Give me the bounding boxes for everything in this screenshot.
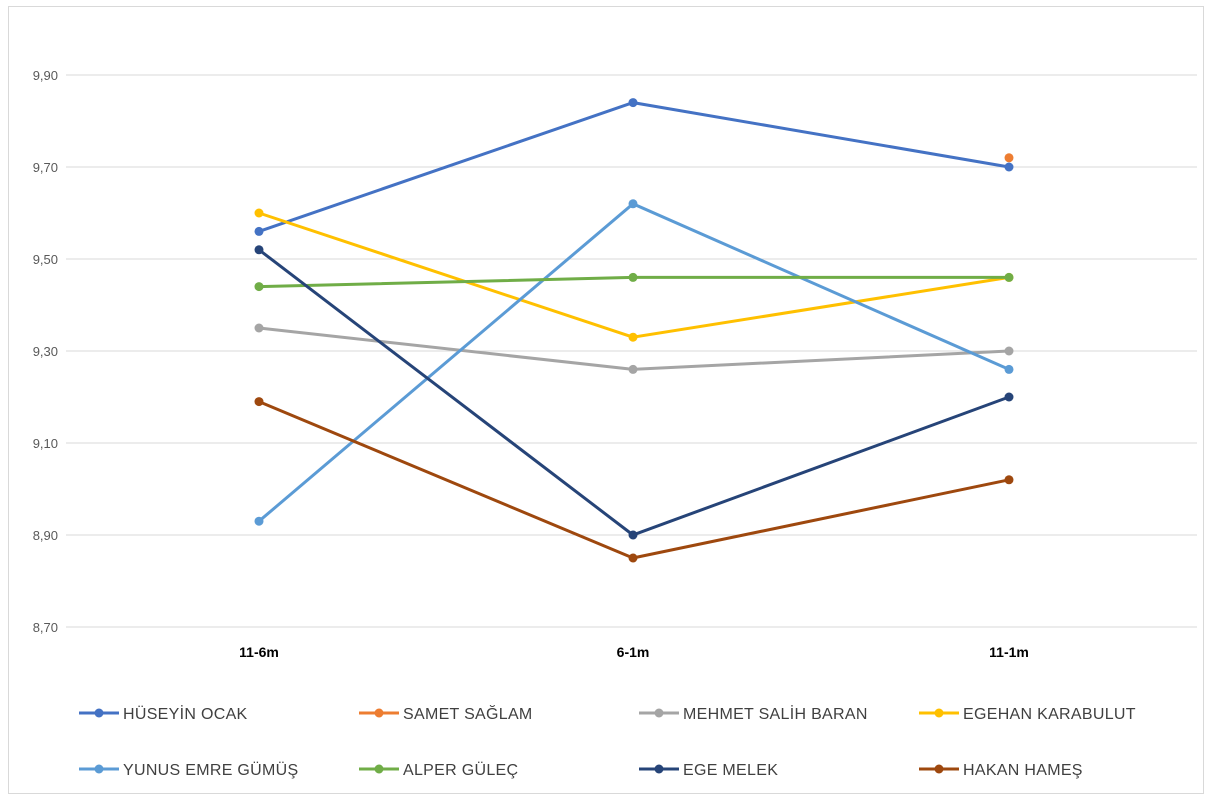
- series-1: [1004, 153, 1014, 163]
- legend-label: EGE MELEK: [683, 762, 778, 779]
- y-tick-label: 9,90: [33, 68, 58, 83]
- data-point: [628, 364, 638, 374]
- y-axis-tick-labels: 8,70 8,90 9,10 9,30 9,50 9,70 9,90: [33, 68, 58, 635]
- data-point: [1004, 162, 1014, 172]
- x-tick-label: 11-1m: [989, 644, 1029, 660]
- series-7: [254, 397, 1014, 563]
- y-tick-label: 8,90: [33, 528, 58, 543]
- legend-item: SAMET SAĞLAM: [359, 704, 533, 723]
- line-chart: 8,708,909,109,309,509,709,90 11-6m 6-1m 11…: [33, 68, 1197, 779]
- y-tick-label: 8,70: [33, 620, 58, 635]
- legend-marker: [934, 764, 944, 774]
- legend-item: HAKAN HAMEŞ: [919, 762, 1083, 779]
- legend-marker: [94, 708, 104, 718]
- legend-item: EGE MELEK: [639, 762, 778, 779]
- series-6: [254, 245, 1014, 540]
- legend: HÜSEYİN OCAK SAMET SAĞLAM MEHMET SALİH BAR…: [79, 704, 1136, 779]
- legend-item: EGEHAN KARABULUT: [919, 706, 1136, 723]
- y-tick-label: 9,30: [33, 344, 58, 359]
- data-point: [1004, 272, 1014, 282]
- legend-label: ALPER GÜLEÇ: [403, 761, 518, 779]
- data-point: [254, 323, 264, 333]
- data-point: [254, 245, 264, 255]
- gridlines: [66, 74, 1197, 628]
- legend-marker: [654, 708, 664, 718]
- legend-marker: [374, 764, 384, 774]
- data-point: [254, 516, 264, 526]
- data-point: [1004, 392, 1014, 402]
- data-point: [628, 530, 638, 540]
- data-point: [628, 332, 638, 342]
- legend-label: YUNUS EMRE GÜMÜŞ: [123, 761, 298, 779]
- data-point: [1004, 153, 1014, 163]
- data-point: [628, 98, 638, 108]
- data-point: [628, 272, 638, 282]
- series-4: [254, 199, 1014, 526]
- legend-marker: [374, 708, 384, 718]
- data-point: [254, 397, 264, 407]
- series-2: [254, 323, 1014, 374]
- data-point: [1004, 346, 1014, 356]
- y-tick-label: 9,10: [33, 436, 58, 451]
- x-axis-tick-labels: 11-6m 6-1m 11-1m: [239, 644, 1029, 660]
- chart-area: 8,70 8,90 9,10 9,30 9,50 9,70 9,90 11-6m 6-1m 11…: [8, 6, 1204, 794]
- legend-item: HÜSEYİN OCAK: [79, 704, 248, 723]
- legend-item: MEHMET SALİH BARAN: [639, 704, 868, 723]
- data-point: [1004, 475, 1014, 485]
- legend-label: HAKAN HAMEŞ: [963, 762, 1083, 779]
- series-line: [257, 248, 1011, 537]
- series-lines: [254, 98, 1014, 563]
- legend-marker: [654, 764, 664, 774]
- legend-item: YUNUS EMRE GÜMÜŞ: [79, 761, 298, 779]
- data-point: [1004, 364, 1014, 374]
- legend-marker: [934, 708, 944, 718]
- x-tick-label: 11-6m: [239, 644, 279, 660]
- data-point: [254, 226, 264, 236]
- series-0: [254, 98, 1014, 236]
- series-5: [254, 272, 1014, 292]
- data-point: [628, 553, 638, 563]
- legend-label: EGEHAN KARABULUT: [963, 706, 1136, 723]
- y-tick-label: 9,50: [33, 252, 58, 267]
- legend-label: MEHMET SALİH BARAN: [683, 704, 868, 723]
- x-tick-label: 6-1m: [617, 644, 650, 660]
- legend-label: HÜSEYİN OCAK: [123, 704, 248, 723]
- legend-marker: [94, 764, 104, 774]
- legend-label: SAMET SAĞLAM: [403, 704, 533, 723]
- data-point: [628, 199, 638, 209]
- y-tick-label: 9,70: [33, 160, 58, 175]
- data-point: [254, 208, 264, 218]
- legend-item: ALPER GÜLEÇ: [359, 761, 518, 779]
- data-point: [254, 282, 264, 292]
